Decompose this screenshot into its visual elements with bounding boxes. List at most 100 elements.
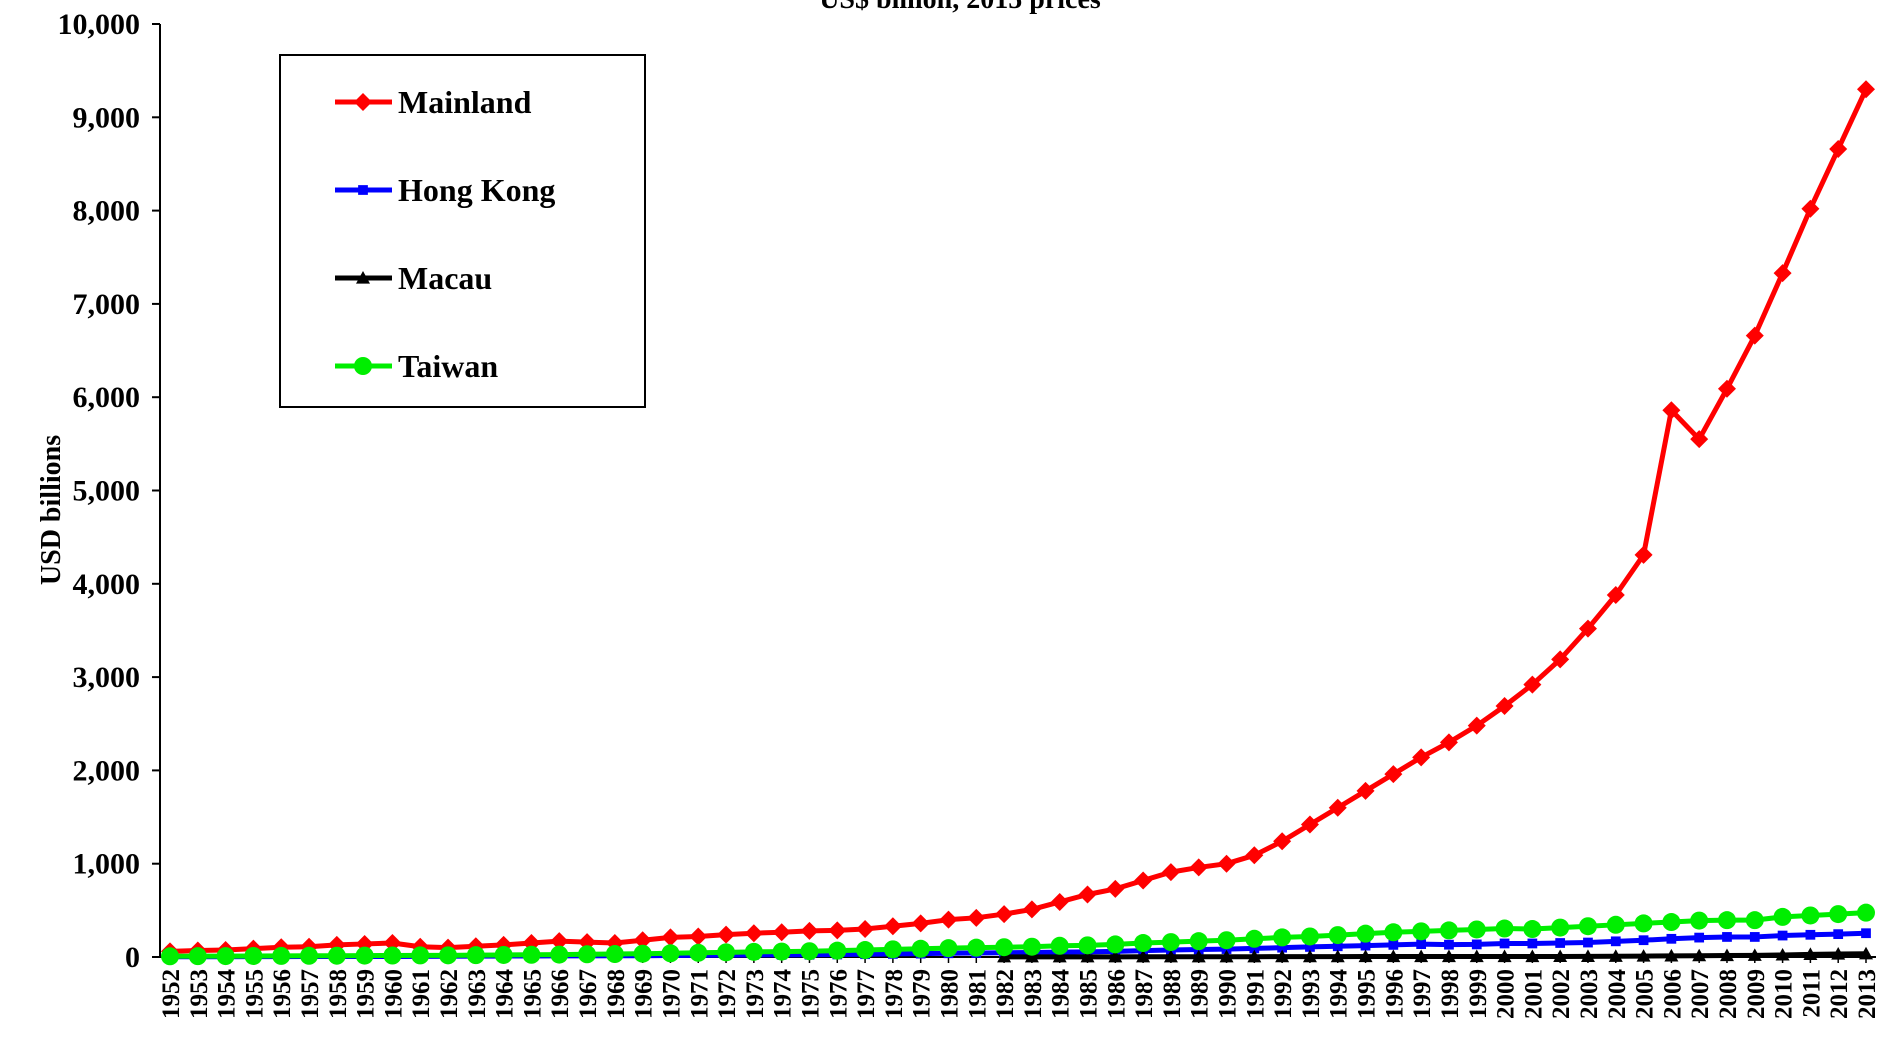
data-point xyxy=(1555,938,1566,948)
x-tick-label: 1996 xyxy=(1381,969,1408,1019)
data-point xyxy=(1638,935,1649,946)
data-point xyxy=(828,941,847,960)
x-tick-label: 1998 xyxy=(1437,969,1464,1019)
legend-label: Hong Kong xyxy=(398,172,555,208)
data-point xyxy=(550,932,569,951)
x-tick-label: 1993 xyxy=(1298,969,1325,1019)
data-point xyxy=(995,938,1014,957)
data-point xyxy=(1134,871,1153,890)
data-point xyxy=(1358,949,1373,963)
data-point xyxy=(1050,892,1069,911)
data-point xyxy=(1439,921,1458,940)
data-point xyxy=(1831,947,1846,960)
x-tick-label: 1978 xyxy=(881,969,908,1019)
data-point xyxy=(1356,781,1375,800)
data-point xyxy=(1666,933,1677,944)
data-point xyxy=(717,925,736,944)
data-point xyxy=(1580,949,1595,962)
y-tick-label: 4,000 xyxy=(73,568,141,601)
x-tick-label: 1995 xyxy=(1354,969,1381,1019)
x-tick-label: 1987 xyxy=(1131,969,1158,1019)
data-point xyxy=(856,920,875,939)
x-tick-label: 1989 xyxy=(1187,969,1214,1019)
data-point xyxy=(1634,914,1653,933)
data-point xyxy=(1803,947,1818,960)
x-tick-label: 1991 xyxy=(1242,969,1269,1019)
data-point xyxy=(1078,885,1097,904)
data-point xyxy=(1694,932,1705,943)
series-macau xyxy=(997,946,1873,963)
x-tick-label: 2009 xyxy=(1743,969,1770,1019)
x-tick-label: 1984 xyxy=(1048,969,1075,1020)
data-point xyxy=(1078,936,1097,955)
x-tick-label: 1974 xyxy=(770,969,797,1020)
data-point xyxy=(856,941,875,960)
data-point xyxy=(1106,879,1125,898)
x-axis-ticks: 1952 1953 1954 1955 1956 1957 1958 1959 1960 1961… xyxy=(158,957,1881,1019)
data-point xyxy=(772,923,791,942)
data-point xyxy=(1217,854,1236,873)
data-point xyxy=(1829,140,1848,159)
data-point xyxy=(1412,748,1431,767)
data-point xyxy=(1859,946,1873,960)
data-point xyxy=(1022,900,1041,919)
data-point xyxy=(967,908,986,927)
data-point xyxy=(800,942,819,961)
x-tick-label: 2000 xyxy=(1493,969,1520,1019)
data-point xyxy=(1745,911,1764,930)
x-tick-label: 1966 xyxy=(547,969,574,1019)
data-point xyxy=(327,946,346,965)
data-point xyxy=(1022,937,1041,956)
data-point xyxy=(161,947,179,966)
data-point xyxy=(1332,941,1343,952)
data-point xyxy=(1416,939,1427,949)
data-point xyxy=(1469,949,1484,963)
data-point xyxy=(1801,199,1820,218)
data-point xyxy=(1386,949,1401,963)
x-tick-label: 1963 xyxy=(464,969,491,1019)
data-point xyxy=(883,917,902,936)
x-tick-label: 1986 xyxy=(1103,969,1130,1019)
data-point xyxy=(1722,932,1732,942)
data-point xyxy=(1606,585,1625,604)
data-point xyxy=(272,946,291,965)
data-point xyxy=(1773,264,1792,283)
data-point xyxy=(689,943,708,962)
x-tick-label: 1954 xyxy=(214,969,241,1020)
x-tick-label: 1952 xyxy=(158,969,185,1019)
data-point xyxy=(1330,949,1345,963)
data-point xyxy=(1805,929,1816,940)
data-point xyxy=(1412,922,1431,941)
data-point xyxy=(689,927,708,946)
y-tick-label: 1,000 xyxy=(73,848,141,881)
data-point xyxy=(1495,697,1514,716)
data-point xyxy=(1777,930,1788,941)
data-point xyxy=(717,943,736,962)
x-tick-label: 2004 xyxy=(1604,969,1631,1020)
data-point xyxy=(578,945,597,964)
data-point xyxy=(1189,932,1208,951)
x-tick-label: 1956 xyxy=(269,969,296,1019)
data-point xyxy=(1300,927,1319,946)
legend-label: Mainland xyxy=(398,84,532,120)
data-point xyxy=(1499,938,1510,949)
legend-item: Hong Kong xyxy=(335,172,555,208)
data-point xyxy=(1578,619,1597,638)
x-tick-label: 1964 xyxy=(492,969,519,1020)
x-tick-label: 1990 xyxy=(1215,969,1242,1019)
y-tick-label: 9,000 xyxy=(73,101,141,134)
data-point xyxy=(550,945,569,964)
legend: Mainland Hong Kong Macau Taiwan xyxy=(279,54,646,408)
x-tick-label: 1979 xyxy=(909,969,936,1019)
x-tick-label: 1968 xyxy=(603,969,630,1019)
data-point xyxy=(1861,928,1871,939)
data-point xyxy=(1717,911,1736,930)
x-tick-label: 1999 xyxy=(1465,969,1492,1019)
x-tick-label: 1958 xyxy=(325,969,352,1019)
data-point xyxy=(1525,949,1540,963)
data-point xyxy=(1249,943,1260,954)
data-point xyxy=(1388,939,1399,950)
data-point xyxy=(1801,906,1820,925)
data-point xyxy=(1328,798,1347,817)
data-point xyxy=(1219,949,1234,963)
